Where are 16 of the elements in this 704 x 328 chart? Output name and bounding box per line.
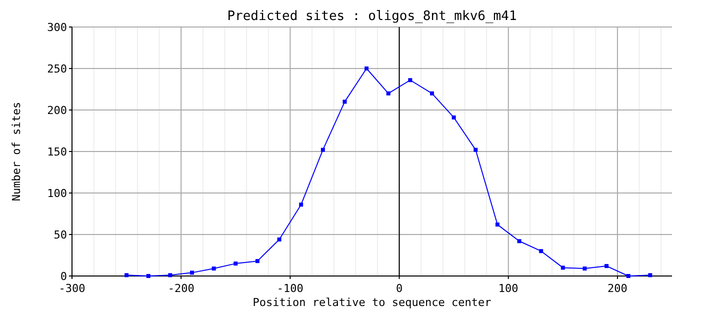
y-tick-label: 150 [47, 146, 67, 158]
x-tick-label: 100 [498, 282, 518, 295]
y-tick-label: 200 [47, 104, 67, 117]
chart-title: Predicted sites : oligos_8nt_mkv6_m41 [227, 9, 517, 24]
y-tick-label: 0 [60, 270, 67, 283]
x-tick-label: 200 [608, 282, 628, 295]
x-tick-label: -100 [276, 282, 304, 295]
y-tick-label: 100 [47, 187, 67, 200]
x-tick-label: 0 [396, 282, 403, 295]
y-tick-label: 50 [54, 228, 67, 242]
x-axis-title: Position relative to sequence center [252, 296, 492, 309]
y-tick-label: 250 [47, 62, 67, 76]
y-tick-label: 300 [47, 21, 67, 34]
x-tick-label: -200 [168, 282, 194, 295]
x-tick-label: -300 [58, 282, 86, 295]
y-axis-title: Number of sites [10, 102, 23, 202]
